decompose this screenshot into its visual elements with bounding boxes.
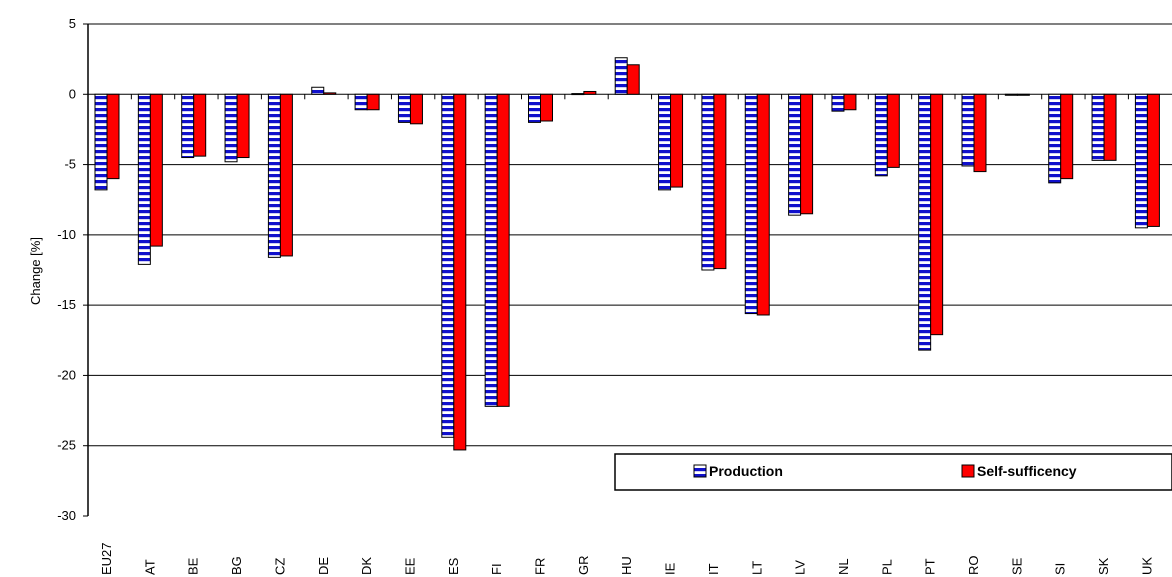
x-category-label: EU27 xyxy=(99,542,114,575)
axes xyxy=(83,23,1129,517)
legend-swatch-self-sufficency xyxy=(961,464,975,478)
bar-self-sufficency-si xyxy=(1060,93,1074,180)
x-category-label: DE xyxy=(316,557,331,575)
x-category-label: AT xyxy=(142,559,157,575)
bar-self-sufficency-nl xyxy=(843,93,857,111)
legend: Production Self-sufficency xyxy=(614,453,1172,491)
bar-self-sufficency-dk xyxy=(366,93,380,111)
y-tick-label: -10 xyxy=(57,227,76,242)
x-category-label: UK xyxy=(1139,557,1154,575)
bar-production-it xyxy=(701,93,715,271)
bar-production-uk xyxy=(1134,93,1148,229)
bar-production-ie xyxy=(658,93,672,191)
bar-production-bg xyxy=(224,93,238,163)
bar-self-sufficency-hu xyxy=(626,64,640,95)
x-category-label: SI xyxy=(1053,563,1068,575)
bar-production-ee xyxy=(397,93,411,123)
bar-self-sufficency-it xyxy=(713,93,727,270)
bar-production-dk xyxy=(354,93,368,111)
bar-production-nl xyxy=(831,93,845,112)
y-tick-labels: 5 0 -5 -10 -15 -20 -25 -30 xyxy=(57,16,76,523)
bar-self-sufficency-ee xyxy=(409,93,423,125)
bar-self-sufficency-eu27 xyxy=(106,93,120,180)
x-category-label: PL xyxy=(879,559,894,575)
bar-production-de xyxy=(311,86,325,95)
bar-self-sufficency-bg xyxy=(236,93,250,159)
y-tick-label: -15 xyxy=(57,297,76,312)
x-category-label: HU xyxy=(619,556,634,575)
bar-self-sufficency-fr xyxy=(540,93,553,122)
x-category-label: EE xyxy=(402,557,417,575)
bar-self-sufficency-fi xyxy=(496,93,510,407)
bar-production-fr xyxy=(528,93,541,123)
bar-production-cz xyxy=(267,93,281,258)
bar-production-pt xyxy=(918,93,932,351)
x-category-label: SK xyxy=(1096,557,1111,575)
y-tick-label: -25 xyxy=(57,438,76,453)
bar-self-sufficency-se xyxy=(1016,93,1030,96)
bar-production-gr xyxy=(571,93,585,96)
bar-self-sufficency-at xyxy=(149,93,163,247)
x-category-label: BG xyxy=(229,556,244,575)
x-category-label: BE xyxy=(186,557,201,575)
y-tick-label: -30 xyxy=(57,508,76,523)
bar-self-sufficency-uk xyxy=(1146,93,1160,227)
x-category-label: ES xyxy=(446,557,461,575)
x-category-label: NL xyxy=(836,558,851,575)
bar-self-sufficency-de xyxy=(323,92,337,95)
bar-self-sufficency-cz xyxy=(279,93,293,257)
bar-self-sufficency-ie xyxy=(670,93,684,188)
y-tick-label: 5 xyxy=(69,16,76,31)
bar-self-sufficency-pl xyxy=(886,93,900,168)
bar-production-fi xyxy=(484,93,498,407)
bar-self-sufficency-sk xyxy=(1103,93,1117,161)
x-category-label: FI xyxy=(489,563,504,575)
x-category-label: LT xyxy=(749,561,764,575)
bar-production-eu27 xyxy=(94,93,108,191)
x-category-label: LV xyxy=(793,560,808,575)
bar-self-sufficency-be xyxy=(193,93,207,157)
x-category-label: IT xyxy=(706,563,721,575)
bar-production-hu xyxy=(614,57,628,95)
bar-production-se xyxy=(1004,93,1018,96)
bar-production-ro xyxy=(961,93,975,167)
x-category-label: SE xyxy=(1009,557,1024,575)
x-category-label: FR xyxy=(533,558,548,575)
legend-box xyxy=(614,453,1172,491)
bars xyxy=(94,57,1160,451)
bar-self-sufficency-ro xyxy=(973,93,987,173)
y-tick-label: -5 xyxy=(64,157,76,172)
bar-production-sk xyxy=(1091,93,1105,161)
bar-self-sufficency-pt xyxy=(930,93,944,336)
x-category-labels: EU27 AT BE BG CZ DE DK EE ES FI FR GR HU IE IT LT LV NL PL… xyxy=(99,542,1154,575)
bar-production-be xyxy=(181,93,195,159)
x-category-label: DK xyxy=(359,557,374,575)
bar-production-lv xyxy=(788,93,802,216)
legend-label-self-sufficency: Self-sufficency xyxy=(977,463,1077,479)
x-category-label: GR xyxy=(576,556,591,576)
legend-label-production: Production xyxy=(709,463,783,479)
bar-self-sufficency-es xyxy=(453,93,467,451)
x-category-label: RO xyxy=(966,556,981,576)
bar-production-pl xyxy=(874,93,888,177)
legend-swatch-production xyxy=(693,464,707,478)
x-category-label: IE xyxy=(663,562,678,575)
y-tick-label: -20 xyxy=(57,367,76,382)
y-axis-title: Change [%] xyxy=(28,237,43,305)
x-category-label: CZ xyxy=(272,558,287,575)
bar-production-es xyxy=(441,93,455,438)
bar-self-sufficency-lv xyxy=(800,93,814,215)
bar-production-lt xyxy=(744,93,758,315)
bar-production-at xyxy=(137,93,151,265)
y-tick-label: 0 xyxy=(69,86,76,101)
bar-self-sufficency-lt xyxy=(756,93,770,316)
bar-production-si xyxy=(1048,93,1062,184)
x-category-label: PT xyxy=(923,558,938,575)
bar-self-sufficency-gr xyxy=(583,90,597,95)
